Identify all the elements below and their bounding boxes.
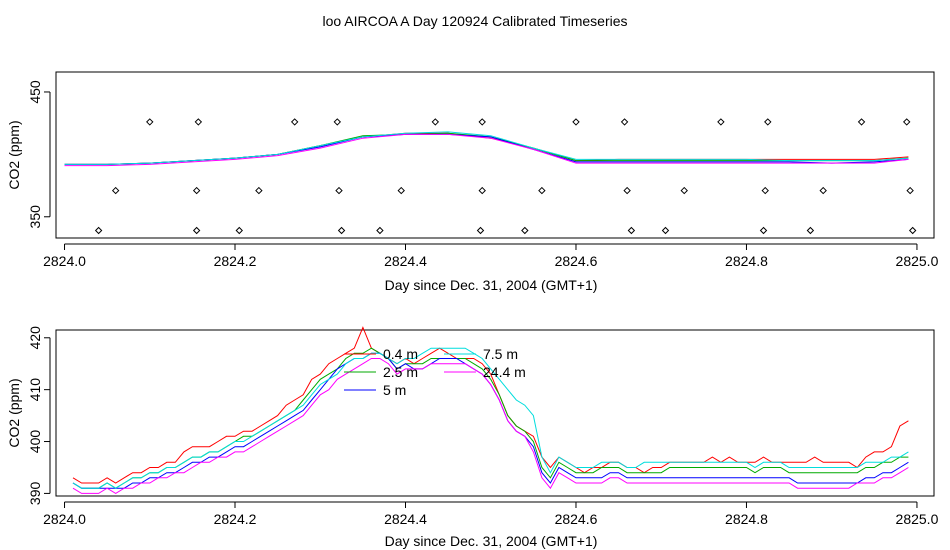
x-tick-label: 2825.0: [896, 253, 939, 269]
x-tick-label: 2824.0: [43, 253, 86, 269]
diamond-marker: [94, 226, 103, 235]
x-tick-label: 2824.4: [384, 511, 427, 527]
panel-bottom: 2824.0 2824.2 2824.4 2824.6 2824.8 2825.0 390…: [6, 326, 939, 549]
legend-label: 5 m: [383, 382, 406, 398]
series-line: [72, 347, 909, 489]
diamond-marker: [819, 186, 827, 195]
y-tick-label: 450: [27, 80, 43, 104]
panel-top-series: [64, 131, 909, 167]
diamond-marker: [476, 226, 485, 235]
diamond-marker: [538, 186, 546, 195]
x-tick-label: 2824.6: [555, 511, 598, 527]
diamond-marker: [908, 226, 917, 235]
y-tick-label: 420: [27, 326, 43, 350]
diamond-marker: [333, 118, 342, 126]
diamond-marker: [906, 186, 914, 195]
panel-bottom-frame: [55, 329, 935, 497]
legend-label: 7.5 m: [483, 346, 518, 362]
diamond-marker: [806, 226, 815, 235]
diamond-marker: [192, 226, 201, 235]
diamond-marker: [903, 118, 911, 126]
diamond-marker: [235, 226, 243, 235]
diamond-marker: [255, 186, 263, 195]
diamond-marker: [194, 118, 203, 126]
x-tick-label: 2824.8: [725, 511, 768, 527]
diamond-marker: [627, 226, 636, 235]
y-tick-label: 350: [27, 205, 43, 229]
x-tick-label: 2824.2: [214, 511, 257, 527]
panel-top: 2824.0 2824.2 2824.4 2824.6 2824.8 2825.0 350…: [6, 71, 939, 293]
y-tick-label: 390: [27, 482, 43, 506]
diamond-marker: [335, 186, 343, 195]
diamond-marker: [337, 226, 346, 235]
x-tick-label: 2825.0: [896, 511, 939, 527]
y-tick-label: 400: [27, 430, 43, 454]
diamond-marker: [761, 186, 769, 195]
diamond-marker: [397, 186, 405, 195]
series-line: [72, 326, 909, 484]
panel-top-frame: [55, 71, 935, 239]
x-tick-label: 2824.4: [384, 253, 427, 269]
diamond-marker: [376, 226, 384, 235]
y-tick-label: 410: [27, 378, 43, 402]
series-line: [64, 131, 909, 165]
diamond-marker: [111, 186, 120, 195]
diamond-marker: [521, 226, 529, 235]
legend-label: 2.5 m: [383, 364, 418, 380]
x-tick-label: 2824.8: [725, 253, 768, 269]
diamond-marker: [478, 118, 486, 126]
panel-top-ylabel: CO2 (ppm): [6, 120, 22, 189]
panel-top-x-axis: 2824.0 2824.2 2824.4 2824.6 2824.8 2825.0: [43, 243, 939, 269]
diamond-marker: [759, 226, 768, 235]
panel-bottom-x-axis: 2824.0 2824.2 2824.4 2824.6 2824.8 2825.0: [43, 501, 939, 527]
panel-bottom-series: [72, 326, 909, 494]
x-tick-label: 2824.2: [214, 253, 257, 269]
legend-label: 24.4 m: [483, 364, 526, 380]
diamond-marker: [192, 186, 201, 195]
chart-title: loo AIRCOA A Day 120924 Calibrated Times…: [322, 13, 627, 29]
panel-bottom-xlabel: Day since Dec. 31, 2004 (GMT+1): [385, 533, 598, 549]
diamond-marker: [431, 118, 440, 126]
diamond-marker: [290, 118, 299, 126]
panel-bottom-y-axis: 390 400 410 420: [27, 326, 51, 506]
diamond-marker: [623, 186, 631, 195]
panel-top-markers: [94, 118, 917, 235]
diamond-marker: [478, 186, 486, 195]
diamond-marker: [717, 118, 725, 126]
series-line: [72, 358, 909, 494]
x-tick-label: 2824.6: [555, 253, 598, 269]
diamond-marker: [661, 226, 670, 235]
diamond-marker: [572, 118, 580, 126]
x-tick-label: 2824.0: [43, 511, 86, 527]
panel-bottom-ylabel: CO2 (ppm): [6, 378, 22, 447]
diamond-marker: [857, 118, 866, 126]
panel-bottom-legend: 0.4 m 2.5 m 5 m 7.5 m 24.4 m: [344, 346, 526, 398]
diamond-marker: [620, 118, 629, 126]
diamond-marker: [146, 118, 154, 126]
panel-top-xlabel: Day since Dec. 31, 2004 (GMT+1): [385, 277, 598, 293]
legend-label: 0.4 m: [383, 346, 418, 362]
panel-top-y-axis: 350 450: [27, 80, 51, 229]
diamond-marker: [764, 118, 772, 126]
series-line: [64, 133, 909, 167]
diamond-marker: [680, 186, 688, 195]
